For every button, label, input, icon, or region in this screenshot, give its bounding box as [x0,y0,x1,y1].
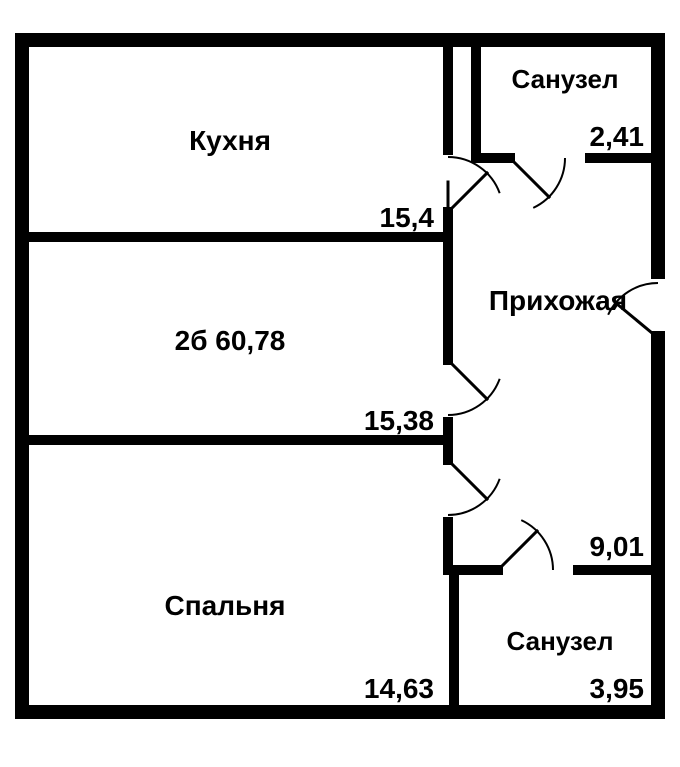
room-area-middle: 15,38 [364,405,434,436]
room-label-wc-bottom: Санузел [507,626,614,656]
room-label-wc-top: Санузел [512,64,619,94]
room-area-hall: 9,01 [590,531,645,562]
room-label-kitchen: Кухня [189,125,271,156]
room-label-bedroom: Спальня [165,590,286,621]
room-label-hall: Прихожая [489,285,627,316]
room-area-wc-bottom: 3,95 [590,673,645,704]
room-area-wc-top: 2,41 [590,121,645,152]
room-area-kitchen: 15,4 [380,202,435,233]
room-area-bedroom: 14,63 [364,673,434,704]
total-label: 2б 60,78 [175,325,286,356]
floorplan-svg: Кухня 15,4 2б 60,78 15,38 Спальня 14,63 Прихож… [0,0,680,767]
